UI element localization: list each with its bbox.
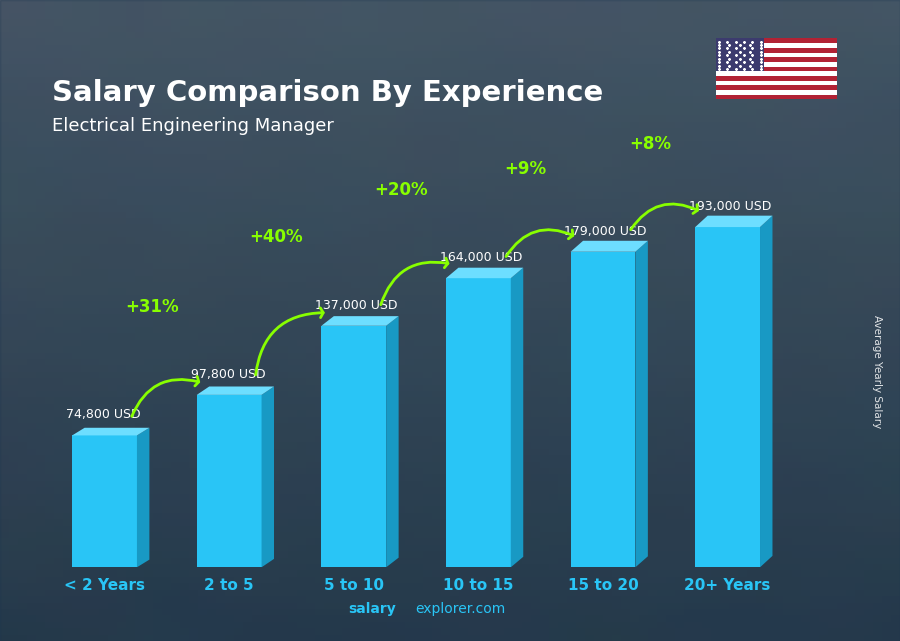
Polygon shape — [137, 428, 149, 567]
Text: Electrical Engineering Manager: Electrical Engineering Manager — [52, 117, 334, 135]
Bar — [716, 57, 837, 62]
Text: 193,000 USD: 193,000 USD — [689, 200, 771, 213]
Bar — [197, 395, 262, 567]
Bar — [571, 252, 635, 567]
Polygon shape — [72, 428, 149, 435]
Polygon shape — [262, 387, 274, 567]
Bar — [716, 62, 837, 67]
Text: 97,800 USD: 97,800 USD — [191, 368, 266, 381]
Bar — [716, 81, 837, 85]
Text: +40%: +40% — [249, 228, 303, 246]
Bar — [716, 48, 837, 53]
Polygon shape — [321, 316, 399, 326]
Polygon shape — [511, 268, 523, 567]
Bar — [716, 43, 837, 48]
Text: 179,000 USD: 179,000 USD — [564, 224, 647, 238]
Bar — [716, 76, 837, 81]
Bar — [716, 85, 837, 90]
Bar — [716, 71, 837, 76]
Polygon shape — [760, 215, 772, 567]
Bar — [716, 38, 837, 43]
Polygon shape — [635, 241, 648, 567]
Text: +8%: +8% — [629, 135, 671, 153]
Polygon shape — [386, 316, 399, 567]
Text: +20%: +20% — [374, 181, 428, 199]
Text: 74,800 USD: 74,800 USD — [66, 408, 140, 421]
Bar — [716, 53, 837, 57]
Text: Salary Comparison By Experience: Salary Comparison By Experience — [52, 79, 604, 106]
Bar — [695, 227, 760, 567]
Text: +9%: +9% — [505, 160, 547, 178]
Text: Average Yearly Salary: Average Yearly Salary — [872, 315, 883, 428]
Bar — [72, 435, 137, 567]
Bar — [716, 38, 764, 71]
Polygon shape — [197, 387, 274, 395]
Polygon shape — [446, 268, 523, 278]
Bar — [716, 95, 837, 99]
Polygon shape — [571, 241, 648, 252]
Text: +31%: +31% — [125, 297, 179, 315]
Text: 164,000 USD: 164,000 USD — [440, 251, 522, 264]
Text: explorer.com: explorer.com — [415, 602, 505, 616]
Bar — [446, 278, 511, 567]
Bar — [716, 90, 837, 95]
Text: salary: salary — [347, 602, 396, 616]
Bar — [716, 67, 837, 71]
Text: 137,000 USD: 137,000 USD — [315, 299, 398, 312]
Polygon shape — [695, 215, 772, 227]
Bar — [321, 326, 386, 567]
